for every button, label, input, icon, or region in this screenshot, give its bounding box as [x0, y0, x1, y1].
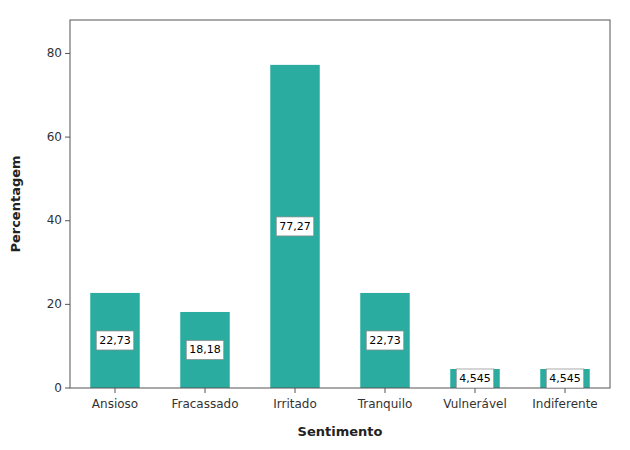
bar	[540, 369, 590, 388]
x-tick	[115, 388, 116, 393]
chart-container: 0 20 40 60 80 Ansioso Fracassado Irritado Tranqu…	[0, 0, 630, 450]
data-label-text: 18,18	[189, 343, 221, 356]
y-tick-label: 80	[47, 46, 62, 60]
x-tick	[475, 388, 476, 393]
y-tick	[65, 53, 70, 54]
x-axis-label: Sentimento	[298, 424, 383, 439]
y-tick	[65, 388, 70, 389]
data-label-box	[366, 331, 404, 350]
data-label-text: 77,27	[279, 220, 311, 233]
bar	[360, 293, 410, 388]
data-label: 77,27	[276, 217, 314, 236]
y-tick-label: 60	[47, 130, 62, 144]
x-tick-label: Tranquilo	[357, 397, 413, 411]
x-tick	[565, 388, 566, 393]
data-label-box	[546, 369, 584, 388]
y-tick	[65, 304, 70, 305]
data-label-text: 4,545	[549, 372, 581, 385]
y-tick-label: 20	[47, 297, 62, 311]
y-tick-label: 40	[47, 213, 62, 227]
data-label-box	[456, 369, 494, 388]
x-tick	[205, 388, 206, 393]
data-label: 4,545	[456, 369, 494, 388]
bar	[270, 65, 320, 388]
y-axis-label: Percentagem	[8, 155, 23, 252]
x-tick-label: Ansioso	[92, 397, 138, 411]
data-label-text: 22,73	[369, 334, 401, 347]
y-tick	[65, 137, 70, 138]
data-label: 18,18	[186, 340, 224, 359]
data-label: 22,73	[96, 331, 134, 350]
x-tick	[295, 388, 296, 393]
data-label-box	[186, 340, 224, 359]
x-tick-label: Vulnerável	[443, 397, 506, 411]
x-tick	[385, 388, 386, 393]
x-tick-label: Indiferente	[532, 397, 597, 411]
data-label-box	[276, 217, 314, 236]
data-label-text: 4,545	[459, 372, 491, 385]
x-tick-label: Irritado	[273, 397, 317, 411]
bar	[180, 312, 230, 388]
y-tick-label: 0	[54, 381, 62, 395]
y-tick	[65, 220, 70, 221]
data-label-text: 22,73	[99, 334, 131, 347]
data-label: 22,73	[366, 331, 404, 350]
data-label-box	[96, 331, 134, 350]
plot-frame	[70, 20, 610, 388]
chart: 0 20 40 60 80 Ansioso Fracassado Irritado Tranqu…	[0, 0, 630, 450]
bar	[450, 369, 500, 388]
x-tick-label: Fracassado	[171, 397, 238, 411]
bars	[90, 65, 590, 388]
bar	[90, 293, 140, 388]
data-label: 4,545	[546, 369, 584, 388]
